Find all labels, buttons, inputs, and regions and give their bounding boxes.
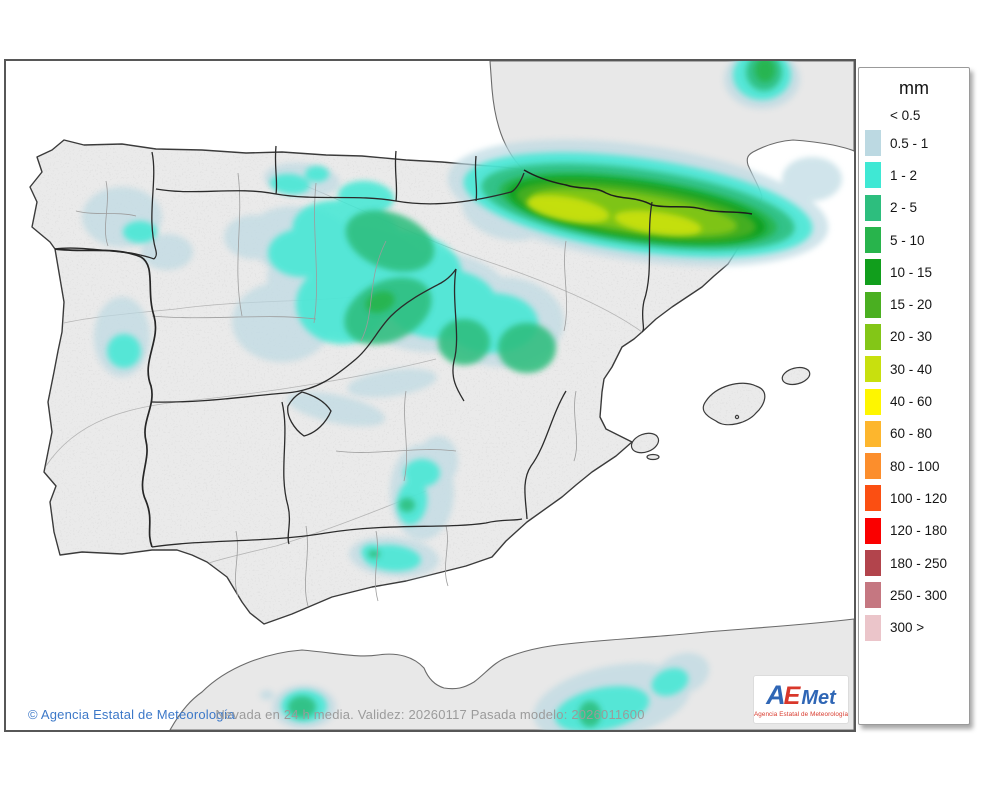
legend-swatch xyxy=(865,194,881,221)
legend-panel: mm < 0.5 0.5 - 1 1 - 2 2 - 5 5 - 10 10 -… xyxy=(858,67,970,725)
legend-item: 120 - 180 xyxy=(859,515,969,547)
legend-item: 1 - 2 xyxy=(859,159,969,191)
legend-label: 10 - 15 xyxy=(890,264,933,280)
legend-swatch xyxy=(865,582,881,609)
legend-item: 300 > xyxy=(859,611,969,643)
legend-label: 30 - 40 xyxy=(890,361,933,377)
portugal-spain-border xyxy=(54,248,157,548)
legend-swatch xyxy=(865,453,881,480)
legend-item: 60 - 80 xyxy=(859,418,969,450)
spain-france-border xyxy=(523,169,753,215)
logo-letter-e: E xyxy=(783,681,801,710)
legend-item: 10 - 15 xyxy=(859,256,969,288)
legend-item: 5 - 10 xyxy=(859,224,969,256)
legend-label: 2 - 5 xyxy=(890,200,918,216)
legend-label: 5 - 10 xyxy=(890,232,925,248)
legend-label: 15 - 20 xyxy=(890,297,933,313)
precip-layer-30-40mm xyxy=(526,195,702,236)
legend-label: 20 - 30 xyxy=(890,329,933,345)
legend-label: 0.5 - 1 xyxy=(890,135,929,151)
legend-item: 0.5 - 1 xyxy=(859,127,969,159)
legend-item: 20 - 30 xyxy=(859,321,969,353)
legend-label: 300 > xyxy=(890,620,925,636)
legend-swatch xyxy=(865,130,881,157)
logo-letter-a: A xyxy=(766,679,786,710)
legend-swatch xyxy=(865,614,881,641)
legend-title: mm xyxy=(899,78,929,98)
legend-item: 80 - 100 xyxy=(859,450,969,482)
legend-swatch xyxy=(865,550,881,576)
legend-swatch xyxy=(865,227,881,254)
legend-swatch xyxy=(865,162,881,189)
legend-swatch xyxy=(865,485,881,512)
legend-label: 60 - 80 xyxy=(890,426,933,442)
legend-swatch xyxy=(865,517,881,544)
legend-label: 1 - 2 xyxy=(890,167,918,183)
aemet-logo-subtitle: Agencia Estatal de Meteorología xyxy=(753,710,849,718)
legend-swatch xyxy=(865,356,881,383)
legend-label: 120 - 180 xyxy=(890,523,948,539)
legend-label: 180 - 250 xyxy=(890,555,948,571)
copyright-notice: © Agencia Estatal de Meteorología xyxy=(28,707,235,722)
legend-item: 30 - 40 xyxy=(859,353,969,385)
aemet-logo: A E Met Agencia Estatal de Meteorología xyxy=(754,676,848,723)
legend-item: 40 - 60 xyxy=(859,385,969,417)
legend-item-below-threshold: < 0.5 xyxy=(859,103,969,127)
legend-item: 100 - 120 xyxy=(859,482,969,514)
map-frame: © Agencia Estatal de Meteorología Nevada… xyxy=(4,59,856,732)
legend-swatch xyxy=(865,388,881,415)
logo-letters-met: Met xyxy=(801,686,836,709)
legend-label: 100 - 120 xyxy=(890,490,948,506)
aemet-wordmark: A E Met xyxy=(766,679,836,710)
legend-swatch xyxy=(865,291,881,318)
legend-label: < 0.5 xyxy=(890,107,921,123)
legend-item: 15 - 20 xyxy=(859,288,969,320)
legend-label: 80 - 100 xyxy=(890,458,940,474)
legend-swatch xyxy=(865,259,881,286)
legend-label: 40 - 60 xyxy=(890,394,933,410)
legend-item: 2 - 5 xyxy=(859,192,969,224)
legend-items: 0.5 - 1 1 - 2 2 - 5 5 - 10 10 - 15 15 - … xyxy=(859,127,969,644)
map-caption: Nevada en 24 h media. Validez: 20260117 … xyxy=(215,707,645,722)
legend-item: 250 - 300 xyxy=(859,579,969,611)
legend-label: 250 - 300 xyxy=(890,587,948,603)
community-borders xyxy=(54,145,653,548)
legend-item: 180 - 250 xyxy=(859,547,969,579)
spain-precipitation-map xyxy=(6,61,854,730)
legend-swatch xyxy=(865,420,881,447)
legend-swatch xyxy=(865,323,881,350)
province-borders xyxy=(75,172,577,607)
